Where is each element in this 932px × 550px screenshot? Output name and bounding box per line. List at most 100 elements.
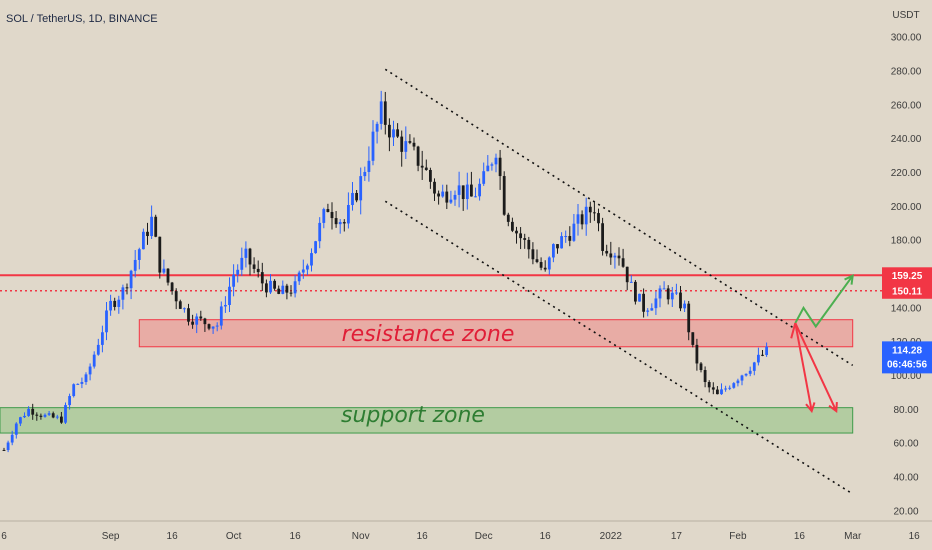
candle-body <box>60 416 63 423</box>
candle-body <box>736 380 740 384</box>
candle-body <box>711 387 715 390</box>
candle-body <box>642 293 645 312</box>
candle-body <box>568 236 572 241</box>
candle-body <box>629 281 633 283</box>
level-tag <box>882 282 932 299</box>
candle-body <box>211 326 215 329</box>
x-tick-label: 17 <box>671 531 683 542</box>
candle-body <box>716 389 719 395</box>
candle-body <box>720 389 723 395</box>
x-tick-label: Feb <box>729 531 747 542</box>
y-tick-label: 100.00 <box>891 371 922 382</box>
candle-body <box>605 250 609 254</box>
candle-body <box>334 218 338 225</box>
candle-body <box>535 259 539 263</box>
candle-body <box>765 346 768 355</box>
candle-body <box>101 332 104 345</box>
y-tick-label: 20.00 <box>893 506 918 517</box>
time-axis[interactable]: 6 Sep 16 Oct 16 Nov 16 Dec 16 2022 17 Feb 16 Mar 16 <box>0 520 932 550</box>
chart-title: SOL / TetherUS, 1D, BINANCE <box>6 13 158 25</box>
candle-body <box>412 142 416 147</box>
candle-body <box>572 223 576 241</box>
y-tick-label: 40.00 <box>893 473 918 484</box>
candle-body <box>420 165 424 168</box>
candle-body <box>527 239 531 250</box>
candle-body <box>285 285 289 293</box>
candle-body <box>601 223 604 251</box>
level-tag-label: 150.11 <box>892 286 922 297</box>
resistance-zone <box>138 319 854 348</box>
candle-body <box>236 269 240 275</box>
candle-body <box>88 366 92 375</box>
candle-body <box>80 382 84 384</box>
candle-body <box>72 384 76 397</box>
candle-body <box>232 274 235 287</box>
candle-body <box>478 183 481 197</box>
countdown-label: 06:46:56 <box>887 359 927 370</box>
candle-body <box>191 321 194 325</box>
candle-body <box>752 362 756 371</box>
candle-body <box>150 216 153 237</box>
candle-body <box>301 269 305 273</box>
candle-body <box>224 304 227 307</box>
projection-arrow <box>794 322 838 412</box>
candle-body <box>584 206 588 225</box>
candle-body <box>416 146 420 166</box>
candle-body <box>429 169 432 182</box>
x-tick-label: 16 <box>167 531 179 542</box>
candle-body <box>154 216 158 237</box>
candle-body <box>347 205 350 224</box>
candle-body <box>383 101 387 125</box>
candle-body <box>597 213 600 224</box>
candle-body <box>92 354 96 367</box>
candle-body <box>367 160 371 172</box>
x-tick-label: 16 <box>417 531 429 542</box>
last-price-tag <box>882 341 932 374</box>
candle-body <box>68 396 71 406</box>
candle-body <box>388 124 391 138</box>
arrow-head-icon <box>844 274 854 285</box>
candle-body <box>306 265 309 270</box>
candle-body <box>375 123 379 132</box>
channel-upper-line <box>384 68 854 367</box>
candle-body <box>314 241 317 254</box>
arrow-head-icon <box>805 402 816 414</box>
y-tick-label: 260.00 <box>891 100 922 111</box>
candle-body <box>240 257 244 270</box>
candle-body <box>621 258 625 267</box>
candle-body <box>166 268 170 283</box>
candle-body <box>658 288 662 299</box>
candle-body <box>35 414 39 416</box>
candle-body <box>178 301 182 309</box>
projection-arrow <box>794 275 854 329</box>
candle-body <box>228 286 231 305</box>
candle-body <box>494 157 498 165</box>
candle-body <box>457 185 461 195</box>
candle-body <box>634 281 637 302</box>
x-tick-label: Nov <box>352 531 370 542</box>
candle-body <box>613 255 617 258</box>
y-tick-label: 240.00 <box>891 134 922 145</box>
projection-arrow <box>794 322 813 412</box>
channel-lower-line <box>384 200 854 495</box>
candle-body <box>707 382 711 388</box>
candle-body <box>617 255 621 259</box>
candle-body <box>506 214 510 222</box>
candle-body <box>14 423 18 435</box>
candle-body <box>687 303 691 333</box>
candle-body <box>670 292 674 300</box>
candle-body <box>482 171 486 184</box>
candle-body <box>142 231 145 250</box>
candle-body <box>342 222 346 224</box>
candle-body <box>576 214 580 224</box>
candle-body <box>64 405 67 423</box>
x-tick-label: Sep <box>102 531 120 542</box>
candle-body <box>203 318 207 325</box>
candle-body <box>117 299 121 307</box>
candle-body <box>486 165 490 172</box>
candle-body <box>543 267 547 270</box>
candle-body <box>265 283 268 293</box>
candle-body <box>355 192 358 201</box>
candle-body <box>199 316 203 319</box>
